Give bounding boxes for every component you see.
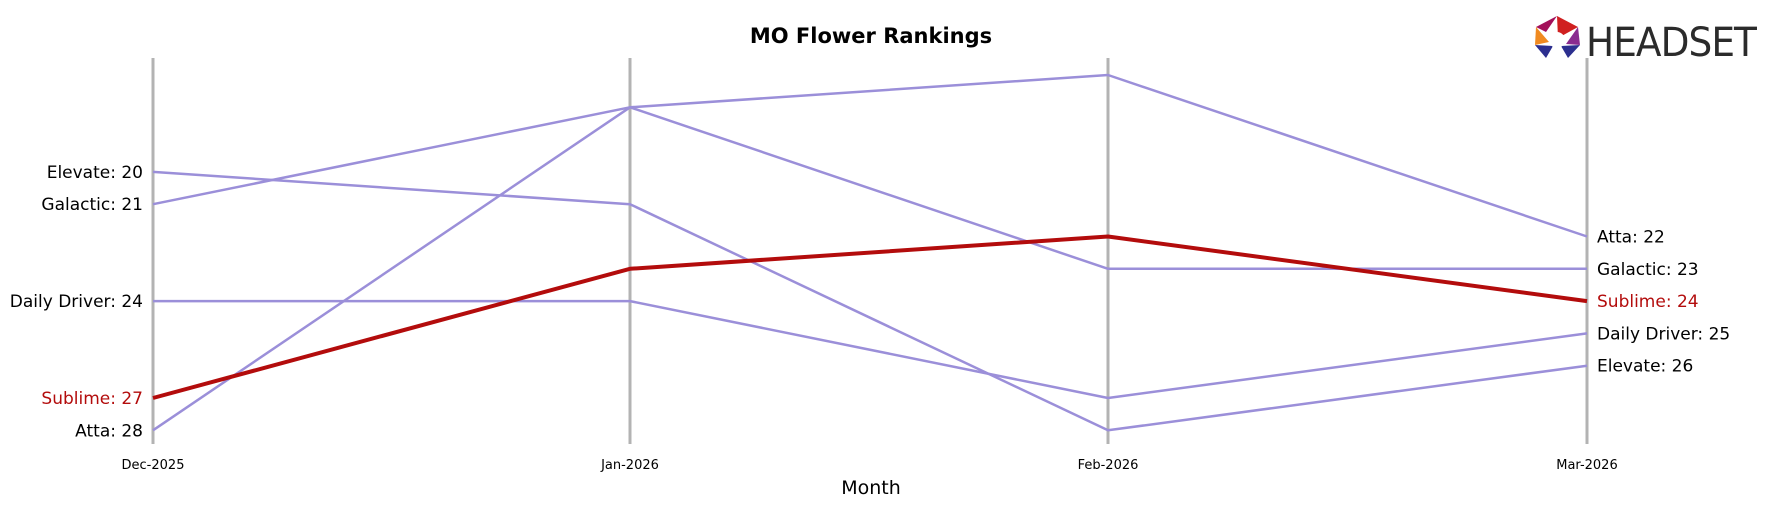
start-label-sublime: Sublime: 27 xyxy=(41,389,143,409)
series-line-atta xyxy=(152,73,1588,432)
end-labels: Atta: 22 Elevate: 26 Galactic: 23 Daily Dri… xyxy=(1597,228,1730,377)
chart-title: MO Flower Rankings xyxy=(750,24,992,48)
series-line-elevate xyxy=(152,170,1588,432)
end-label-sublime: Sublime: 24 xyxy=(1597,292,1699,312)
vertical-gridlines xyxy=(151,58,1589,444)
series-lines xyxy=(152,73,1588,432)
x-tick-jan-2026: Jan-2026 xyxy=(600,458,659,473)
headset-hexagon-logo-icon xyxy=(1535,16,1580,58)
start-label-daily-driver: Daily Driver: 24 xyxy=(10,292,143,312)
series-line-sublime xyxy=(152,234,1588,400)
start-label-galactic: Galactic: 21 xyxy=(41,195,143,215)
series-line-galactic xyxy=(152,106,1587,271)
x-axis-title: Month xyxy=(841,477,901,499)
highlight-series-line xyxy=(152,234,1588,400)
start-label-atta: Atta: 28 xyxy=(75,421,143,441)
start-labels: Atta: 28 Elevate: 20 Galactic: 21 Daily Dri… xyxy=(10,163,143,441)
x-tick-dec-2025: Dec-2025 xyxy=(122,458,185,473)
series-line-daily-driver xyxy=(153,299,1588,400)
end-label-daily-driver: Daily Driver: 25 xyxy=(1597,324,1730,344)
end-label-atta: Atta: 22 xyxy=(1597,228,1665,248)
x-tick-feb-2026: Feb-2026 xyxy=(1078,458,1139,473)
end-label-elevate: Elevate: 26 xyxy=(1597,357,1693,377)
start-label-elevate: Elevate: 20 xyxy=(47,163,143,183)
end-label-galactic: Galactic: 23 xyxy=(1597,260,1699,280)
x-tick-mar-2026: Mar-2026 xyxy=(1556,458,1617,473)
logo-text: HEADSET xyxy=(1586,20,1757,66)
headset-logo: HEADSET xyxy=(1535,16,1758,66)
x-axis-tick-labels: Dec-2025 Jan-2026 Feb-2026 Mar-2026 xyxy=(122,458,1618,473)
